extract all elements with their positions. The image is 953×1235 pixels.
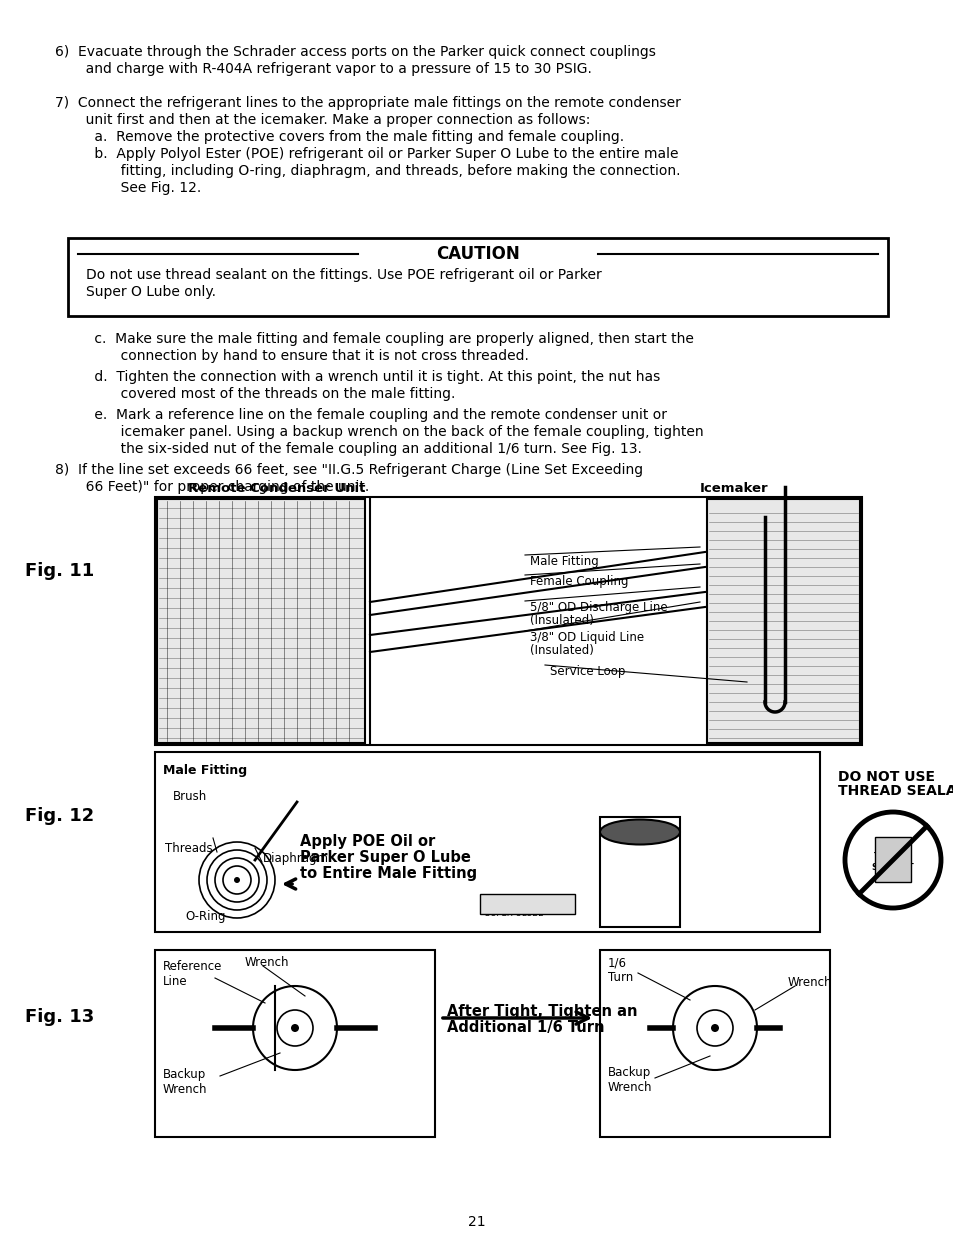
Text: Female Coupling: Female Coupling bbox=[530, 576, 628, 588]
Text: Icemaker: Icemaker bbox=[700, 482, 768, 495]
Text: Wrench: Wrench bbox=[787, 976, 832, 989]
Text: PARKER: PARKER bbox=[484, 900, 521, 909]
Text: THREAD
SEALANT: THREAD SEALANT bbox=[871, 852, 913, 872]
Bar bbox=[706, 499, 859, 743]
Text: 21: 21 bbox=[468, 1215, 485, 1229]
Text: Additional 1/6 Turn: Additional 1/6 Turn bbox=[447, 1020, 604, 1035]
Text: connection by hand to ensure that it is not cross threaded.: connection by hand to ensure that it is … bbox=[55, 350, 528, 363]
Text: ESTER: ESTER bbox=[607, 864, 647, 876]
Text: Service Loop: Service Loop bbox=[550, 664, 625, 678]
Text: to Entire Male Fitting: to Entire Male Fitting bbox=[299, 866, 476, 881]
Text: d.  Tighten the connection with a wrench until it is tight. At this point, the n: d. Tighten the connection with a wrench … bbox=[55, 370, 659, 384]
Text: fitting, including O-ring, diaphragm, and threads, before making the connection.: fitting, including O-ring, diaphragm, an… bbox=[55, 164, 679, 178]
Text: e.  Mark a reference line on the female coupling and the remote condenser unit o: e. Mark a reference line on the female c… bbox=[55, 408, 666, 422]
Bar bbox=[154, 752, 820, 932]
Text: Super O Lube only.: Super O Lube only. bbox=[86, 285, 215, 299]
Bar bbox=[599, 950, 829, 1137]
Circle shape bbox=[291, 1024, 298, 1032]
Text: Diaphragm: Diaphragm bbox=[263, 852, 329, 864]
Text: unit first and then at the icemaker. Make a proper connection as follows:: unit first and then at the icemaker. Mak… bbox=[55, 112, 590, 127]
Text: Wrench: Wrench bbox=[245, 956, 289, 969]
Text: a.  Remove the protective covers from the male fitting and female coupling.: a. Remove the protective covers from the… bbox=[55, 130, 623, 144]
Text: the six-sided nut of the female coupling an additional 1/6 turn. See Fig. 13.: the six-sided nut of the female coupling… bbox=[55, 442, 641, 456]
Text: Male Fitting: Male Fitting bbox=[163, 764, 247, 777]
Bar bbox=[874, 837, 910, 882]
Text: CAUTION: CAUTION bbox=[436, 245, 519, 263]
Text: Backup
Wrench: Backup Wrench bbox=[163, 1068, 208, 1095]
Circle shape bbox=[233, 877, 240, 883]
Text: DO NOT USE: DO NOT USE bbox=[837, 769, 934, 784]
Text: (POE) OIL: (POE) OIL bbox=[603, 876, 663, 885]
Text: THREAD SEALANT: THREAD SEALANT bbox=[837, 784, 953, 798]
Text: Brush: Brush bbox=[172, 790, 207, 803]
Text: b.  Apply Polyol Ester (POE) refrigerant oil or Parker Super O Lube to the entir: b. Apply Polyol Ester (POE) refrigerant … bbox=[55, 147, 678, 161]
Text: c.  Make sure the male fitting and female coupling are properly aligned, then st: c. Make sure the male fitting and female… bbox=[55, 332, 693, 346]
Text: 66 Feet)" for proper charging of the unit.: 66 Feet)" for proper charging of the uni… bbox=[55, 480, 369, 494]
Text: 8)  If the line set exceeds 66 feet, see "II.G.5 Refrigerant Charge (Line Set Ex: 8) If the line set exceeds 66 feet, see … bbox=[55, 463, 642, 477]
Bar bbox=[154, 950, 435, 1137]
Bar bbox=[154, 496, 862, 745]
Text: SUPER OLUBE: SUPER OLUBE bbox=[484, 909, 543, 918]
Text: Parker Super O Lube: Parker Super O Lube bbox=[299, 850, 471, 864]
Text: and charge with R-404A refrigerant vapor to a pressure of 15 to 30 PSIG.: and charge with R-404A refrigerant vapor… bbox=[55, 62, 591, 77]
Text: Fig. 11: Fig. 11 bbox=[25, 562, 94, 580]
Text: icemaker panel. Using a backup wrench on the back of the female coupling, tighte: icemaker panel. Using a backup wrench on… bbox=[55, 425, 703, 438]
Text: After Tight, Tighten an: After Tight, Tighten an bbox=[447, 1004, 637, 1019]
Ellipse shape bbox=[599, 820, 679, 845]
Text: Threads: Threads bbox=[165, 842, 213, 855]
Text: See Fig. 12.: See Fig. 12. bbox=[55, 182, 201, 195]
Text: 6)  Evacuate through the Schrader access ports on the Parker quick connect coupl: 6) Evacuate through the Schrader access … bbox=[55, 44, 656, 59]
Text: 5/8" OD Discharge Line: 5/8" OD Discharge Line bbox=[530, 601, 667, 614]
Text: Backup
Wrench: Backup Wrench bbox=[607, 1066, 652, 1094]
Text: Fig. 13: Fig. 13 bbox=[25, 1008, 94, 1026]
Text: 3/8" OD Liquid Line: 3/8" OD Liquid Line bbox=[530, 631, 643, 643]
Text: (Insulated): (Insulated) bbox=[530, 643, 594, 657]
Text: POLYOL: POLYOL bbox=[607, 853, 654, 864]
Bar bbox=[706, 499, 859, 743]
Bar bbox=[157, 499, 365, 743]
Text: Apply POE Oil or: Apply POE Oil or bbox=[299, 834, 435, 848]
Text: Remote Condenser Unit: Remote Condenser Unit bbox=[188, 482, 365, 495]
Circle shape bbox=[710, 1024, 719, 1032]
Text: Reference
Line: Reference Line bbox=[163, 960, 222, 988]
Text: covered most of the threads on the male fitting.: covered most of the threads on the male … bbox=[55, 387, 455, 401]
Text: Male Fitting: Male Fitting bbox=[530, 555, 598, 568]
Bar bbox=[68, 238, 887, 316]
Text: 7)  Connect the refrigerant lines to the appropriate male fittings on the remote: 7) Connect the refrigerant lines to the … bbox=[55, 96, 680, 110]
Text: Fig. 12: Fig. 12 bbox=[25, 806, 94, 825]
Bar bbox=[599, 818, 679, 927]
Text: O-Ring: O-Ring bbox=[185, 910, 225, 923]
Text: 1/6
Turn: 1/6 Turn bbox=[607, 956, 633, 984]
Bar bbox=[157, 499, 365, 743]
Text: Do not use thread sealant on the fittings. Use POE refrigerant oil or Parker: Do not use thread sealant on the fitting… bbox=[86, 268, 601, 282]
Text: (Insulated): (Insulated) bbox=[530, 614, 594, 627]
Bar bbox=[479, 894, 575, 914]
